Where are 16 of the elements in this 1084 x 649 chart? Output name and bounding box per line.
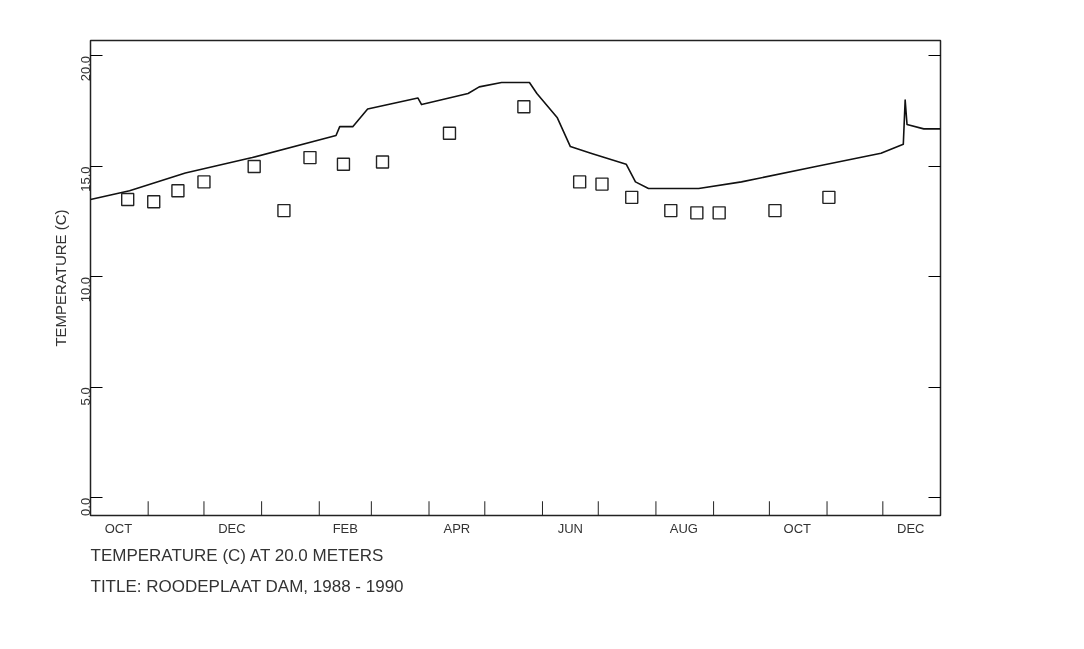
y-tick-label: 10.0 — [78, 276, 93, 303]
x-tick-label: FEB — [332, 520, 358, 536]
x-tick-label: DEC — [897, 520, 925, 536]
y-tick-label: 15.0 — [78, 166, 93, 192]
x-axis-title: TEMPERATURE (C) AT 20.0 METERS — [90, 545, 384, 565]
x-tick-label: JUN — [557, 520, 584, 536]
y-tick-label: 5.0 — [78, 387, 93, 406]
y-tick-label: 0.0 — [78, 497, 93, 516]
x-tick-label: DEC — [218, 520, 246, 536]
y-axis-title: TEMPERATURE (C) — [51, 209, 69, 347]
x-tick-label: OCT — [104, 520, 133, 536]
x-tick-label: OCT — [783, 520, 812, 536]
text: TITLE: ROODEPLAAT DAM, 1988 - 1990 — [90, 576, 404, 596]
x-tick-label: APR — [443, 520, 471, 536]
x-tick-label: AUG — [669, 520, 698, 536]
y-tick-label: 20.0 — [78, 55, 93, 82]
